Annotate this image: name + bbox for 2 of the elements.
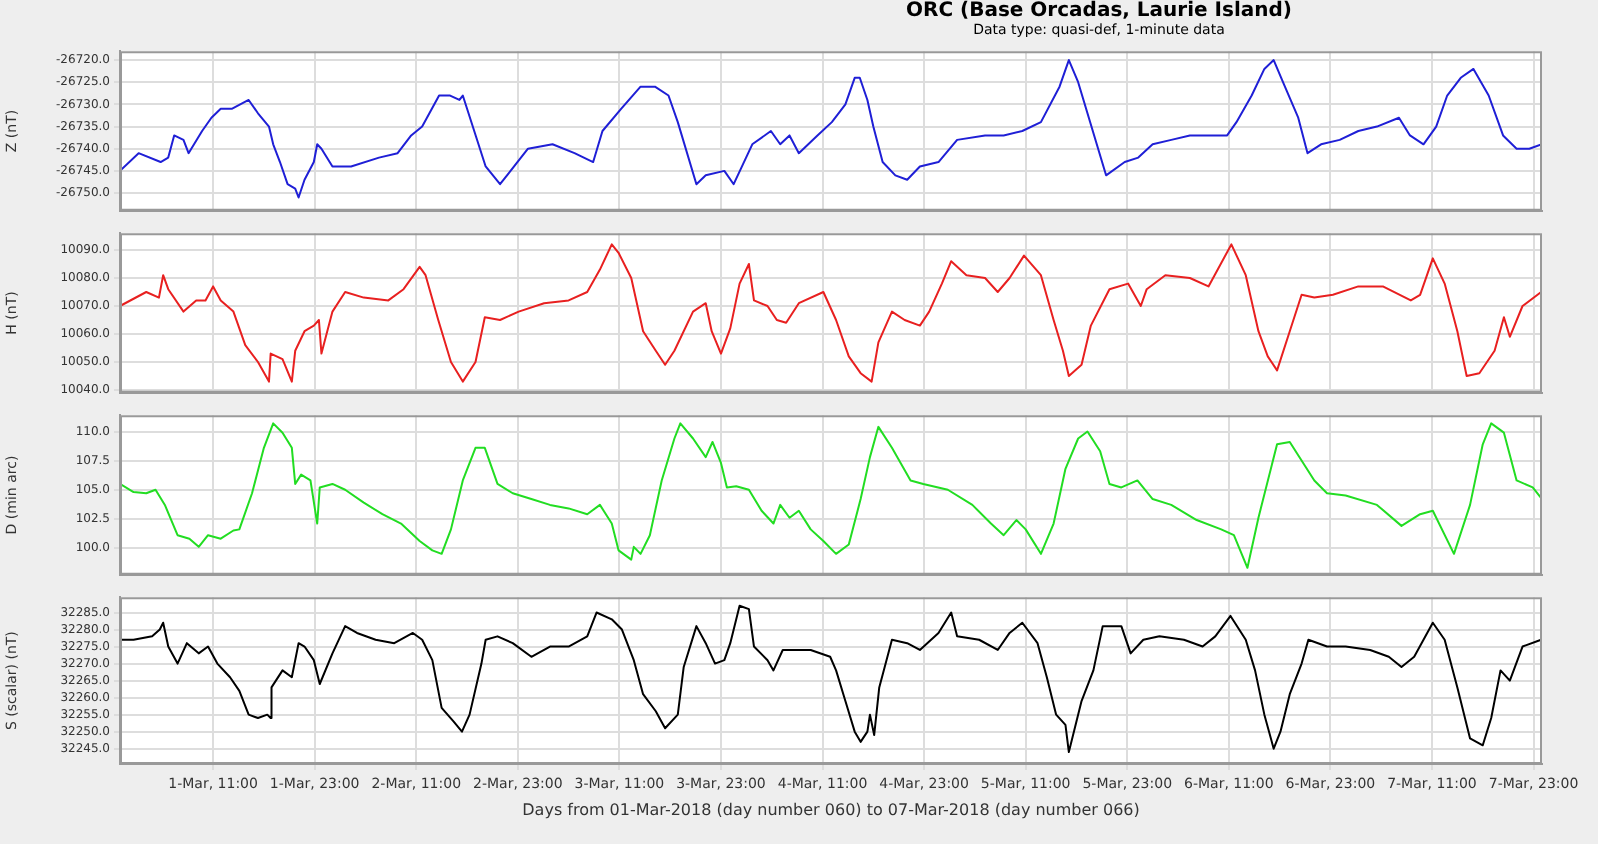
chart-title: ORC (Base Orcadas, Laurie Island) bbox=[904, 0, 1294, 22]
x-axis-title: Days from 01-Mar-2018 (day number 060) to 07-Mar-2018 (day number 066) bbox=[522, 800, 1140, 819]
